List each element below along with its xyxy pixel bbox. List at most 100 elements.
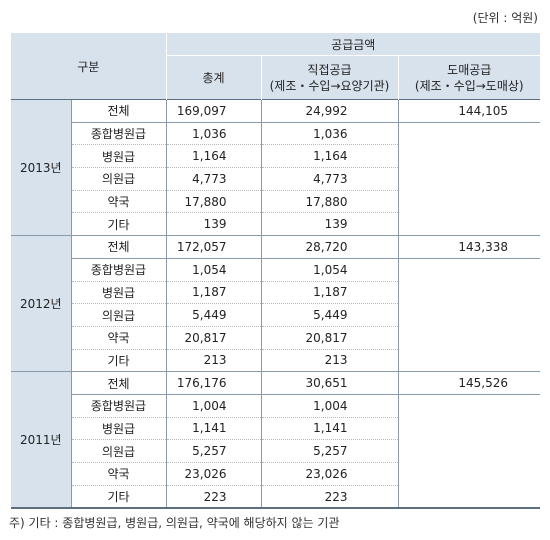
category-cell: 약국: [70, 190, 166, 214]
total-cell: 176,176: [165, 371, 261, 395]
supply-amount-table: 구분 공급금액 총계 직접공급 (제조・수입→요양기관) 도매공급 (제조・수입…: [11, 33, 540, 510]
wholesale-supply-cell: [397, 122, 540, 145]
direct-supply-cell: 1,036: [260, 122, 398, 146]
direct-supply-cell: 17,880: [260, 190, 398, 214]
category-cell: 병원급: [70, 417, 166, 441]
table-row: 의원급 4,773 4,773: [11, 167, 540, 191]
category-cell: 병원급: [70, 144, 166, 169]
total-cell: 20,817: [165, 326, 261, 350]
total-cell: 1,187: [165, 281, 261, 305]
total-cell: 213: [165, 349, 261, 373]
table-row: 기타 213 213: [11, 349, 540, 373]
direct-supply-cell: 1,164: [260, 144, 398, 169]
table-row: 종합병원급 1,004 1,004: [11, 394, 540, 418]
category-cell: 종합병원급: [70, 122, 166, 146]
wholesale-supply-cell: [397, 190, 540, 213]
table-row: 종합병원급 1,036 1,036: [11, 122, 540, 146]
wholesale-supply-cell: [397, 485, 540, 510]
header-direct-supply: 직접공급 (제조・수입→요양기관): [260, 55, 398, 100]
direct-supply-cell: 1,141: [260, 417, 398, 441]
category-cell: 의원급: [70, 167, 166, 191]
direct-supply-cell: 4,773: [260, 167, 398, 191]
table-row: 기타 223 223: [11, 485, 540, 510]
direct-supply-cell: 223: [260, 485, 398, 510]
table-row-total: 2013년 전체 169,097 24,992 144,105: [11, 98, 540, 237]
direct-supply-cell: 213: [260, 349, 398, 373]
header-direct-line1: 직접공급: [307, 62, 352, 77]
direct-supply-cell: 30,651: [260, 371, 398, 395]
table-row: 병원급 1,141 1,141: [11, 417, 540, 441]
header-wholesale-line2: (제조・수입→도매상): [414, 78, 524, 93]
total-cell: 17,880: [165, 190, 261, 214]
wholesale-supply-cell: 145,526: [397, 371, 540, 395]
year-cell: 2013년: [11, 98, 71, 237]
category-cell: 약국: [70, 326, 166, 350]
direct-supply-cell: 1,187: [260, 281, 398, 305]
year-cell: 2012년: [11, 235, 71, 373]
direct-supply-cell: 5,257: [260, 439, 398, 463]
wholesale-supply-cell: 144,105: [397, 99, 540, 123]
table-body: 2013년 전체 169,097 24,992 144,105 종합병원급 1,036 1,0…: [11, 98, 540, 510]
direct-supply-cell: 1,054: [260, 258, 398, 282]
total-cell: 169,097: [165, 99, 261, 123]
table-row: 병원급 1,187 1,187: [11, 281, 540, 305]
wholesale-supply-cell: [397, 394, 540, 418]
wholesale-supply-cell: [397, 144, 540, 168]
category-cell: 병원급: [70, 281, 166, 305]
direct-supply-cell: 139: [260, 212, 398, 237]
total-cell: 1,036: [165, 122, 261, 146]
total-cell: 23,026: [165, 462, 261, 486]
table-row: 기타 139 139: [11, 212, 540, 237]
wholesale-supply-cell: 143,338: [397, 235, 540, 259]
table-row: 의원급 5,449 5,449: [11, 303, 540, 327]
category-cell: 전체: [70, 99, 166, 123]
category-cell: 의원급: [70, 439, 166, 463]
header-total: 총계: [166, 55, 261, 100]
total-cell: 172,057: [165, 235, 261, 259]
header-category: 구분: [11, 33, 167, 100]
category-cell: 기타: [70, 212, 166, 237]
direct-supply-cell: 5,449: [260, 303, 398, 327]
wholesale-supply-cell: [397, 349, 540, 373]
wholesale-supply-cell: [397, 439, 540, 463]
table-row: 병원급 1,164 1,164: [11, 144, 540, 169]
year-cell: 2011년: [11, 371, 71, 510]
wholesale-supply-cell: [397, 417, 540, 440]
total-cell: 1,164: [165, 144, 261, 169]
category-cell: 전체: [70, 235, 166, 259]
table-row: 약국 17,880 17,880: [11, 190, 540, 214]
table-row: 종합병원급 1,054 1,054: [11, 258, 540, 282]
direct-supply-cell: 28,720: [260, 235, 398, 259]
total-cell: 4,773: [165, 167, 261, 191]
header-wholesale-supply: 도매공급 (제조・수입→도매상): [397, 55, 540, 100]
total-cell: 5,449: [165, 303, 261, 327]
unit-label: (단위 : 억원): [472, 11, 538, 25]
wholesale-supply-cell: [397, 212, 540, 237]
total-cell: 5,257: [165, 439, 261, 463]
table-row-total: 2011년 전체 176,176 30,651 145,526: [11, 371, 540, 510]
total-cell: 1,054: [165, 258, 261, 282]
table-row: 약국 20,817 20,817: [11, 326, 540, 350]
wholesale-supply-cell: [397, 258, 540, 281]
wholesale-supply-cell: [397, 462, 540, 486]
direct-supply-cell: 23,026: [260, 462, 398, 486]
header-supply-amount: 공급금액: [166, 33, 540, 56]
table-row: 약국 23,026 23,026: [11, 462, 540, 486]
category-cell: 종합병원급: [70, 258, 166, 282]
total-cell: 1,141: [165, 417, 261, 441]
table-row: 의원급 5,257 5,257: [11, 439, 540, 463]
category-cell: 의원급: [70, 303, 166, 327]
footnote: 주) 기타 : 종합병원급, 병원급, 의원급, 약국에 해당하지 않는 기관: [9, 516, 340, 530]
total-cell: 1,004: [165, 394, 261, 418]
total-cell: 223: [165, 485, 261, 510]
direct-supply-cell: 1,004: [260, 394, 398, 418]
category-cell: 약국: [70, 462, 166, 486]
total-cell: 139: [165, 212, 261, 237]
header-direct-line2: (제조・수입→요양기관): [269, 78, 390, 93]
category-cell: 전체: [70, 371, 166, 395]
wholesale-supply-cell: [397, 167, 540, 191]
category-cell: 기타: [70, 485, 166, 510]
wholesale-supply-cell: [397, 303, 540, 327]
direct-supply-cell: 24,992: [260, 99, 398, 123]
wholesale-supply-cell: [397, 326, 540, 350]
